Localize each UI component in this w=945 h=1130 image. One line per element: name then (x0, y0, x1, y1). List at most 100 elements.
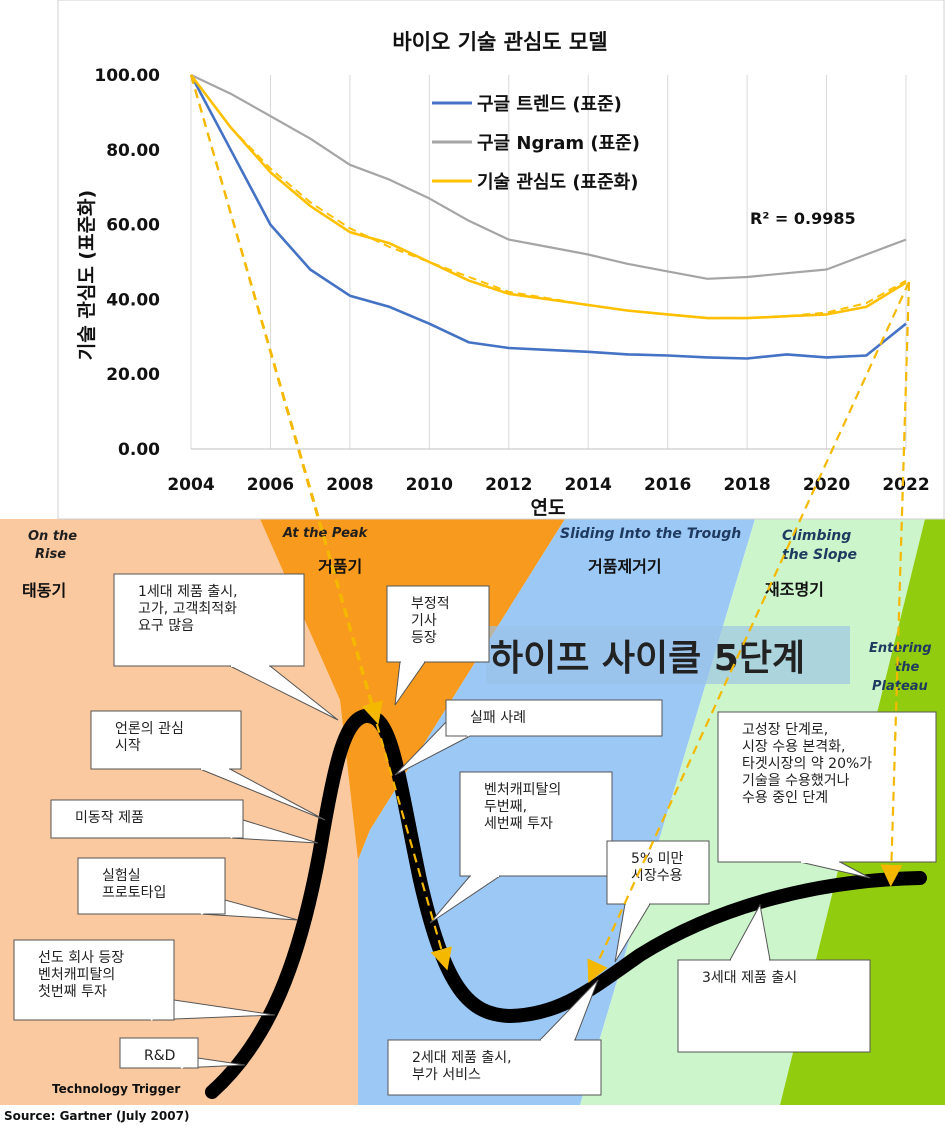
callout-text: 부가 서비스 (412, 1067, 481, 1083)
callout-text: 기술을 수용했거나 (742, 773, 850, 789)
callout-box (90, 710, 242, 770)
phase-en-rise-line1: On the (28, 529, 77, 544)
x-tick-label: 2016 (644, 475, 691, 495)
callout-text: 두번째, (484, 799, 527, 815)
callout-text: 세번째 투자 (484, 816, 553, 832)
phase-en-plateau-line1: Entering (869, 641, 932, 656)
callout-text: 시작 (115, 738, 141, 754)
x-tick-label: 2020 (803, 475, 850, 495)
connector-arrow (189, 74, 452, 971)
phase-en-peak: At the Peak (282, 526, 369, 541)
callout-text: 2세대 제품 출시, (412, 1050, 512, 1066)
callout-box (387, 1039, 602, 1096)
x-tick-label: 2006 (247, 475, 294, 495)
callout-box (445, 699, 663, 737)
callout-text: 3세대 제품 출시 (702, 970, 797, 986)
x-tick-label: 2004 (167, 475, 214, 495)
callout-text: 프로토타입 (102, 885, 166, 901)
hype-title: 하이프 사이클 5단계 (490, 638, 805, 679)
phase-en-slope-line2: the Slope (782, 547, 857, 563)
callout-text: 벤처캐피탈의 (38, 967, 115, 983)
callout: 3세대 제품 출시 (677, 903, 871, 1053)
phase-en-slope-line1: Climbing (782, 528, 851, 544)
source-label: Source: Gartner (July 2007) (4, 1109, 189, 1123)
callout-text: 타겟시장의 약 20%가 (742, 756, 872, 772)
callout-joint (450, 717, 470, 737)
callout-text: 기사 (411, 613, 437, 629)
callout-text: 고가, 고객최적화 (138, 601, 237, 617)
series-line-trend-dashed (190, 74, 907, 320)
phase-en-plateau-line2: the (895, 660, 919, 675)
callout-joint (150, 999, 174, 1021)
callout-text: 등장 (411, 630, 437, 646)
callout-text: 시장수용 (631, 868, 683, 884)
callout-box (113, 573, 305, 667)
callout-text: 수용 중인 단계 (742, 790, 828, 806)
hype-title-bg (486, 626, 850, 684)
x-tick-label: 2008 (326, 475, 373, 495)
callout-box (386, 585, 490, 663)
chart-series (189, 74, 907, 360)
callout-box (717, 711, 937, 863)
series-line-1 (190, 74, 907, 280)
callout: 미동작 제품 (50, 799, 319, 844)
callout-box (459, 771, 613, 877)
callout-text: R&D (144, 1048, 175, 1064)
callout-text: 언론의 관심 (115, 721, 184, 737)
phase-en-trough: Sliding Into the Trough (560, 526, 741, 542)
callout-joint (230, 819, 243, 839)
callout: 실패 사례 (394, 699, 663, 776)
x-axis-title: 연도 (531, 497, 566, 519)
callout-box (77, 857, 226, 915)
callout: R&D (119, 1037, 246, 1069)
phase-ko-slope: 재조명기 (765, 580, 824, 599)
phase-en-rise-line2: Rise (35, 547, 66, 562)
series-line-0 (189, 74, 907, 360)
y-tick-label: 20.00 (106, 365, 160, 385)
callout-box (677, 959, 871, 1053)
x-tick-label: 2014 (565, 475, 612, 495)
callout-joint (180, 1057, 198, 1069)
callout-text: 1세대 제품 출시, (138, 584, 238, 600)
y-tick-label: 80.00 (106, 141, 160, 161)
connector-arrow (880, 281, 911, 887)
legend-label: 기술 관심도 (표준화) (477, 172, 638, 193)
callout-text: 시장 수용 본격화, (742, 739, 846, 755)
y-tick-label: 40.00 (106, 290, 160, 310)
callout-text: 미동작 제품 (75, 810, 144, 826)
chart-grid (190, 75, 907, 449)
phase-ko-peak: 거품기 (318, 557, 362, 576)
connector-arrow (587, 281, 911, 984)
hype-cycle-panel: On the Rise 태동기 At the Peak 거품기 Sliding … (0, 519, 945, 1126)
y-tick-label: 60.00 (106, 216, 160, 236)
x-tick-label: 2018 (723, 475, 770, 495)
callout-text: 선도 회사 등장 (38, 950, 124, 966)
x-tick-label: 2010 (406, 475, 453, 495)
callout-box (606, 840, 710, 905)
callout-text: 고성장 단계로, (742, 722, 828, 738)
x-tick-label: 2012 (485, 475, 532, 495)
callout-text: 부정적 (411, 596, 450, 612)
callout-box (13, 939, 175, 1021)
callout-text: 5% 미만 (631, 851, 684, 867)
callout-text: 첫번째 투자 (38, 984, 107, 1000)
y-tick-label: 0.00 (118, 440, 160, 460)
callout-text: 실패 사례 (470, 710, 526, 726)
connector-arrows (189, 74, 911, 984)
chart-title: 바이오 기술 관심도 모델 (392, 30, 607, 54)
series-line-2 (189, 74, 907, 320)
callout-box (119, 1037, 199, 1069)
chart-frame (57, 0, 945, 520)
callout: 2세대 제품 출시,부가 서비스 (387, 979, 602, 1096)
